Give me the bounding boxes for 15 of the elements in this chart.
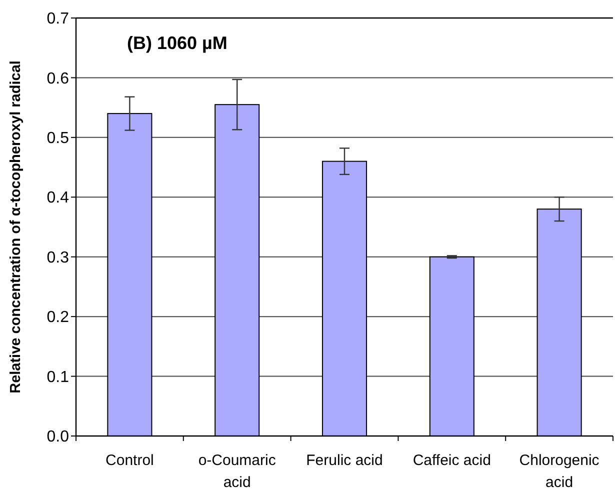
- y-tick-label: 0.7: [46, 10, 70, 28]
- y-tick-label: 0.4: [46, 190, 70, 207]
- x-tick-label: Caffeic acid: [412, 452, 491, 469]
- y-tick-label: 0.3: [46, 249, 70, 266]
- y-tick-label: 0.0: [46, 428, 70, 446]
- y-tick-label: 0.1: [46, 368, 70, 386]
- x-tick-label: Chlorogenic acid: [519, 452, 600, 491]
- x-tick-label: Control: [106, 452, 154, 469]
- y-tick-label: 0.5: [46, 130, 70, 148]
- x-tick-label: o-Coumaric acid: [198, 452, 276, 491]
- y-axis-title: Relative concentration of α-tocopheroxyl radical: [8, 60, 24, 394]
- text: (B) 1060 µM: [127, 33, 228, 53]
- x-tick-label: Ferulic acid: [306, 452, 383, 469]
- y-tick-label: 0.6: [46, 70, 70, 88]
- y-tick-label: 0.2: [46, 309, 70, 326]
